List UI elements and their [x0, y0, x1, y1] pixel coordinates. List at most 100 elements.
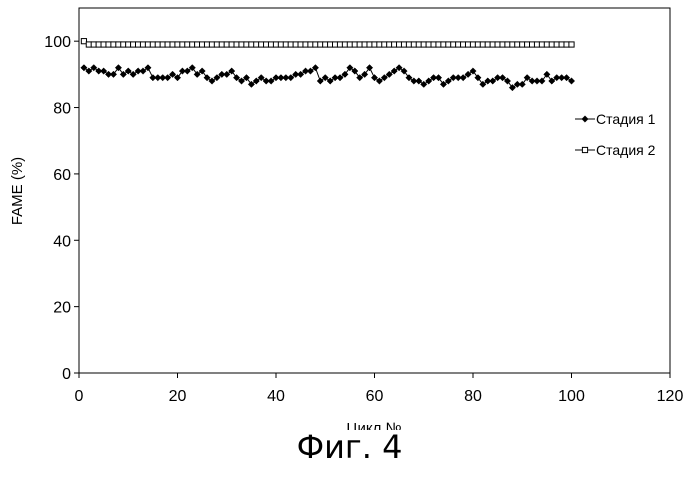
series-2-point	[530, 42, 535, 47]
series-1-point	[268, 78, 274, 84]
series-layer	[81, 39, 575, 91]
y-tick-label: 100	[44, 34, 71, 51]
series-1-point	[445, 78, 451, 84]
series-2-point	[150, 42, 155, 47]
series-1-point	[391, 68, 397, 74]
series-2-point	[451, 42, 456, 47]
series-2-point	[520, 42, 525, 47]
x-tick-label: 120	[657, 388, 684, 405]
legend-swatch-marker	[582, 116, 588, 122]
y-tick-label: 80	[53, 101, 71, 118]
series-1-point	[224, 71, 230, 77]
series-2-point	[554, 42, 559, 47]
series-2-point	[229, 42, 234, 47]
series-1-point	[322, 74, 328, 80]
y-tick-label: 60	[53, 167, 71, 184]
x-tick-label: 0	[75, 388, 84, 405]
series-1-point	[253, 78, 259, 84]
series-1-point	[145, 65, 151, 71]
series-1-point	[307, 68, 313, 74]
series-1-point	[563, 74, 569, 80]
series-1-point	[184, 68, 190, 74]
series-2	[81, 39, 574, 48]
series-2-point	[534, 42, 539, 47]
x-tick-label: 100	[558, 388, 585, 405]
series-1-point	[258, 74, 264, 80]
series-2-point	[190, 42, 195, 47]
series-2-point	[323, 42, 328, 47]
series-2-point	[283, 42, 288, 47]
series-2-point	[436, 42, 441, 47]
x-tick-label: 60	[366, 388, 384, 405]
series-2-point	[288, 42, 293, 47]
series-2-point	[397, 42, 402, 47]
series-1-point	[499, 74, 505, 80]
series-2-point	[86, 42, 91, 47]
series-2-point	[525, 42, 530, 47]
legend-label: Стадия 1	[596, 111, 656, 127]
series-2-point	[392, 42, 397, 47]
series-2-point	[278, 42, 283, 47]
y-axis-title: FAME (%)	[9, 157, 26, 225]
legend: Стадия 1 Стадия 2	[575, 111, 656, 158]
series-2-point	[515, 42, 520, 47]
legend-entry-1: Стадия 1	[575, 111, 656, 127]
series-2-point	[387, 42, 392, 47]
series-2-point	[121, 42, 126, 47]
series-1-point	[130, 71, 136, 77]
series-2-point	[539, 42, 544, 47]
series-2-point	[485, 42, 490, 47]
series-1-point	[381, 74, 387, 80]
series-1-point	[297, 71, 303, 77]
series-2-point	[264, 42, 269, 47]
series-2-point	[224, 42, 229, 47]
series-2-point	[495, 42, 500, 47]
series-2-point	[461, 42, 466, 47]
series-1-point	[312, 65, 318, 71]
series-1-point	[386, 71, 392, 77]
series-1-point	[337, 74, 343, 80]
series-2-point	[357, 42, 362, 47]
series-1-point	[91, 65, 97, 71]
series-2-point	[244, 42, 249, 47]
series-2-point	[352, 42, 357, 47]
series-2-point	[254, 42, 259, 47]
series-1-point	[490, 78, 496, 84]
series-2-point	[505, 42, 510, 47]
series-1-point	[100, 68, 106, 74]
series-2-point	[165, 42, 170, 47]
series-2-point	[406, 42, 411, 47]
series-2-point	[126, 42, 131, 47]
legend-swatch-marker	[582, 147, 587, 152]
series-2-point	[268, 42, 273, 47]
series-1-point	[465, 71, 471, 77]
series-2-point	[446, 42, 451, 47]
series-2-point	[367, 42, 372, 47]
series-2-point	[564, 42, 569, 47]
series-2-point	[470, 42, 475, 47]
series-2-point	[475, 42, 480, 47]
series-2-point	[175, 42, 180, 47]
legend-label: Стадия 2	[596, 142, 656, 158]
series-2-point	[131, 42, 136, 47]
series-2-point	[273, 42, 278, 47]
series-2-point	[510, 42, 515, 47]
series-2-point	[456, 42, 461, 47]
series-1-point	[288, 74, 294, 80]
series-1-point	[396, 65, 402, 71]
series-1-point	[164, 74, 170, 80]
series-1-point	[125, 68, 131, 74]
x-tick-label: 40	[267, 388, 285, 405]
series-2-point	[195, 42, 200, 47]
plot-area-frame	[79, 8, 670, 373]
series-1-point	[376, 78, 382, 84]
series-2-point	[170, 42, 175, 47]
tick-marks	[74, 41, 670, 378]
series-2-point	[204, 42, 209, 47]
series-2-point	[480, 42, 485, 47]
tick-labels: 020406080100120020406080100	[44, 34, 683, 405]
y-tick-label: 0	[62, 366, 71, 383]
series-1-point	[81, 65, 87, 71]
series-1-point	[209, 78, 215, 84]
series-2-point	[219, 42, 224, 47]
